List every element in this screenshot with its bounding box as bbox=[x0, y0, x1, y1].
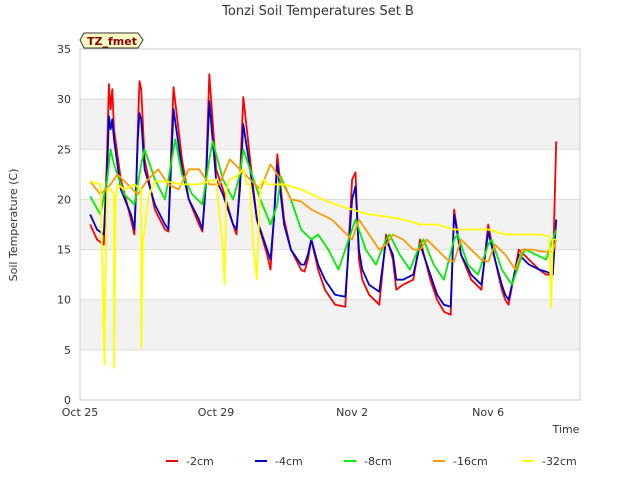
x-axis-label: Time bbox=[552, 423, 580, 436]
legend-label: -16cm bbox=[453, 455, 488, 468]
y-tick-label: 15 bbox=[57, 244, 71, 257]
series-line-minus-4cm bbox=[89, 100, 558, 308]
series-line-minus-8cm bbox=[89, 138, 558, 286]
y-tick-labels: 0 5 10 15 20 25 30 35 bbox=[57, 43, 71, 407]
y-tick-label: 25 bbox=[57, 143, 71, 156]
series-line-minus-32cm bbox=[89, 168, 557, 369]
y-axis-label: Soil Temperature (C) bbox=[7, 169, 20, 282]
site-tag-box bbox=[79, 32, 144, 49]
series-line-minus-16cm bbox=[89, 158, 558, 271]
legend: -2cm -4cm -8cm -16cm -32cm bbox=[166, 455, 577, 468]
legend-label: -8cm bbox=[364, 455, 392, 468]
legend-label: -4cm bbox=[275, 455, 303, 468]
x-tick-label: Nov 6 bbox=[472, 406, 504, 419]
legend-label: -2cm bbox=[186, 455, 214, 468]
background-band bbox=[80, 99, 580, 150]
legend-label: -32cm bbox=[542, 455, 577, 468]
background-bands bbox=[80, 99, 580, 350]
x-tick-label: Nov 2 bbox=[336, 406, 368, 419]
y-tick-label: 0 bbox=[64, 394, 71, 407]
site-tag-label: TZ_fmet bbox=[87, 35, 137, 48]
y-tick-label: 30 bbox=[57, 93, 71, 106]
background-band bbox=[80, 299, 580, 350]
chart-title: Tonzi Soil Temperatures Set B bbox=[221, 4, 414, 19]
y-tick-label: 10 bbox=[57, 294, 71, 307]
y-tick-label: 35 bbox=[57, 43, 71, 56]
plot-frame bbox=[79, 48, 581, 401]
x-tick-labels: Oct 25 Oct 29 Nov 2 Nov 6 bbox=[62, 406, 504, 419]
series-layer bbox=[89, 73, 558, 369]
y-tick-label: 5 bbox=[64, 344, 71, 357]
x-tick-label: Oct 25 bbox=[62, 406, 99, 419]
x-tick-label: Oct 29 bbox=[198, 406, 235, 419]
y-tick-label: 20 bbox=[57, 193, 71, 206]
site-tag: TZ_fmet bbox=[79, 32, 144, 49]
